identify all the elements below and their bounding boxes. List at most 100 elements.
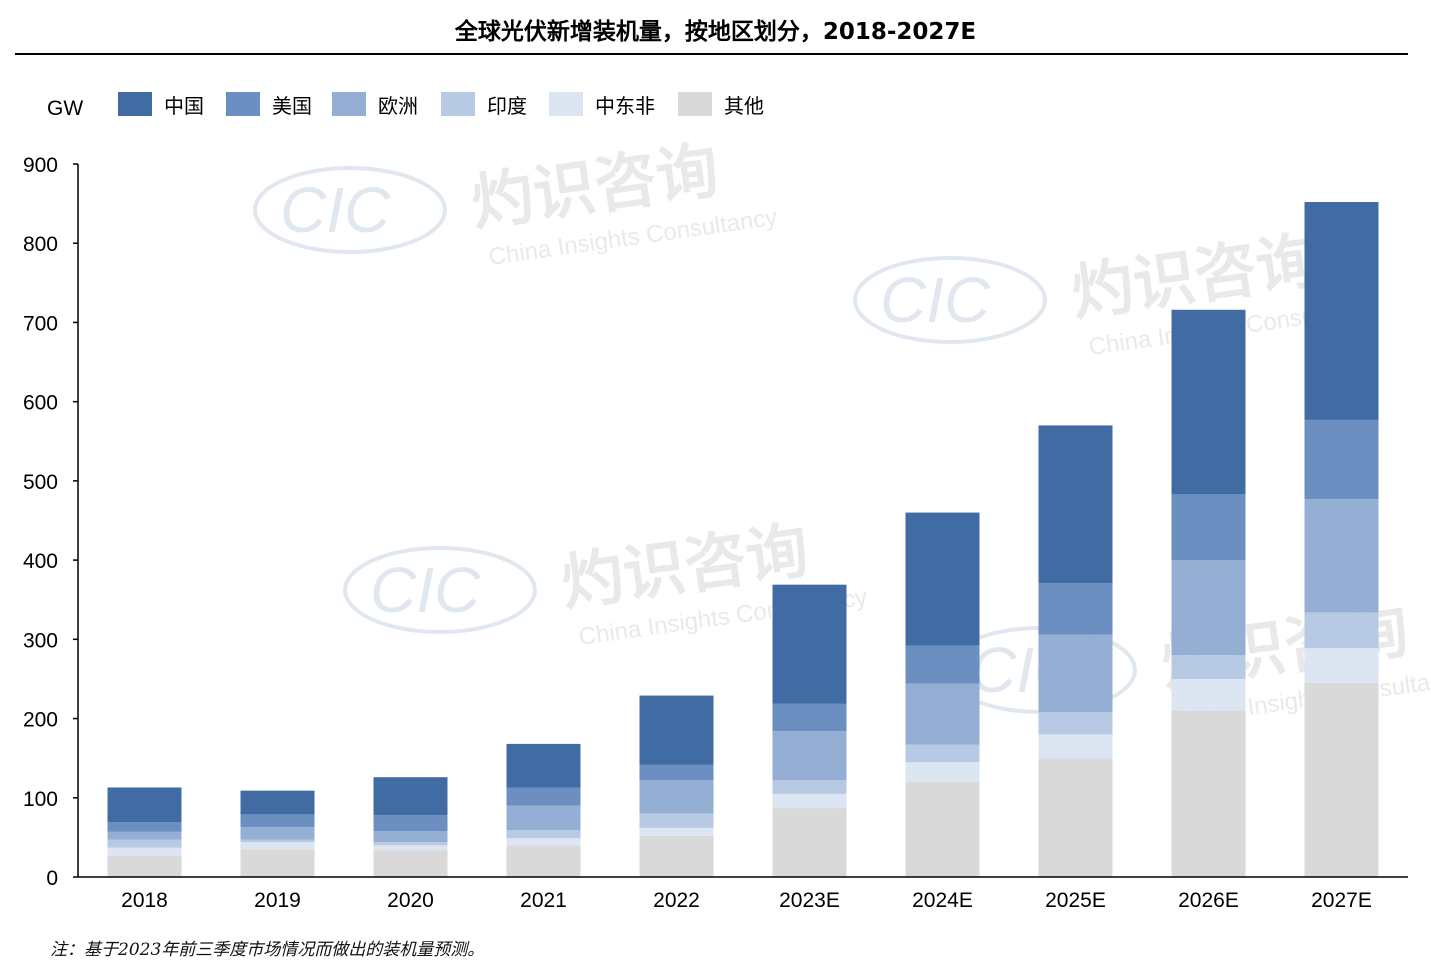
x-tick-label: 2023E <box>779 889 840 912</box>
bar-segment <box>240 842 315 850</box>
bar-segment <box>772 703 847 732</box>
bar-segment <box>373 777 448 816</box>
legend-label: 中东非 <box>595 94 655 118</box>
bar-segment <box>240 839 315 843</box>
x-tick-label: 2022 <box>653 889 700 912</box>
bar-segment <box>1038 583 1113 635</box>
bar-segment <box>1038 758 1113 877</box>
bar-segment <box>639 764 714 781</box>
bar-segment <box>373 815 448 832</box>
title-rule <box>15 53 1408 55</box>
bar-segment <box>1171 560 1246 656</box>
bar-segment <box>639 813 714 828</box>
x-tick-label: 2026E <box>1178 889 1239 912</box>
y-tick-label: 700 <box>23 312 58 335</box>
bar-segment <box>373 842 448 846</box>
legend-swatch <box>549 92 583 116</box>
x-tick-label: 2019 <box>254 889 301 912</box>
bar-segment <box>1038 634 1113 713</box>
bar-segment <box>1038 734 1113 759</box>
bar-segment <box>240 849 315 877</box>
y-unit-label: GW <box>47 97 83 120</box>
x-tick-label: 2020 <box>387 889 434 912</box>
bar-segment <box>772 780 847 794</box>
y-axis: 0 100 200 300 400 500 600 700 800 900 <box>23 154 79 890</box>
y-tick-label: 500 <box>23 471 58 494</box>
bar-segment <box>1038 712 1113 735</box>
x-tick-label: 2024E <box>912 889 973 912</box>
footnote: 注：基于2023年前三季度市场情况而做出的装机量预测。 <box>50 940 485 960</box>
legend-swatch <box>441 92 475 116</box>
legend-label: 印度 <box>487 94 527 118</box>
bar-segment <box>506 838 581 846</box>
bar-segment <box>107 822 182 832</box>
bar-segment <box>1304 419 1379 500</box>
legend-label: 其他 <box>724 94 764 118</box>
bar-segment <box>506 743 581 788</box>
bar-segment <box>373 831 448 843</box>
legend-swatch <box>678 92 712 116</box>
bar-segment <box>1304 499 1379 613</box>
bar-segment <box>905 744 980 763</box>
legend-label: 欧洲 <box>378 94 418 118</box>
bar-segment <box>107 839 182 848</box>
bar-segment <box>1171 678 1246 711</box>
legend-label: 美国 <box>272 94 312 118</box>
y-tick-label: 400 <box>23 550 58 573</box>
bar-segment <box>506 845 581 877</box>
bar-segment <box>373 850 448 877</box>
legend: 中国 美国 欧洲 印度 中东非 其他 <box>118 92 764 118</box>
x-tick-label: 2021 <box>520 889 567 912</box>
bar-segment <box>1304 202 1379 420</box>
bar-segment <box>506 805 581 831</box>
bar-segment <box>772 584 847 704</box>
bar-segment <box>1304 682 1379 877</box>
bar-segment <box>1038 425 1113 584</box>
bar-segment <box>1171 309 1246 495</box>
x-tick-label: 2018 <box>121 889 168 912</box>
bar-segment <box>639 827 714 836</box>
legend-swatch <box>332 92 366 116</box>
x-tick-label: 2027E <box>1311 889 1372 912</box>
bar-segment <box>107 787 182 823</box>
bar-segment <box>905 683 980 745</box>
chart-title: 全球光伏新增装机量，按地区划分，2018-2027E <box>454 19 977 45</box>
y-tick-label: 200 <box>23 709 58 732</box>
bar-segment <box>240 814 315 828</box>
x-axis: 2018 2019 2020 2021 2022 2023E 2024E 2025E 2026E… <box>78 876 1408 912</box>
bar-segment <box>905 762 980 782</box>
bar-segment <box>1171 494 1246 561</box>
bar-segment <box>1171 710 1246 877</box>
bar-segment <box>506 830 581 839</box>
bar-segment <box>639 695 714 765</box>
bar-segment <box>107 831 182 840</box>
bar-segment <box>772 808 847 877</box>
x-tick-label: 2025E <box>1045 889 1106 912</box>
y-tick-label: 600 <box>23 392 58 415</box>
bar-segment <box>639 835 714 877</box>
y-tick-label: 800 <box>23 233 58 256</box>
legend-swatch <box>226 92 260 116</box>
bar-segment <box>1171 655 1246 679</box>
y-tick-label: 100 <box>23 788 58 811</box>
y-tick-label: 0 <box>46 867 58 890</box>
legend-label: 中国 <box>164 94 204 118</box>
bar-segment <box>107 847 182 856</box>
bar-segment <box>905 781 980 877</box>
bar-segment <box>1304 648 1379 683</box>
bar-segment <box>639 780 714 814</box>
bar-segment <box>240 827 315 840</box>
bar-segment <box>905 512 980 646</box>
bar-segment <box>506 787 581 806</box>
y-tick-label: 900 <box>23 154 58 177</box>
bar-segment <box>772 731 847 781</box>
bar-segment <box>373 845 448 851</box>
bar-segment <box>905 645 980 684</box>
bar-segment <box>107 855 182 877</box>
bars <box>107 202 1379 877</box>
y-tick-label: 300 <box>23 629 58 652</box>
bar-segment <box>240 790 315 815</box>
bar-segment <box>1304 612 1379 649</box>
bar-segment <box>772 793 847 809</box>
